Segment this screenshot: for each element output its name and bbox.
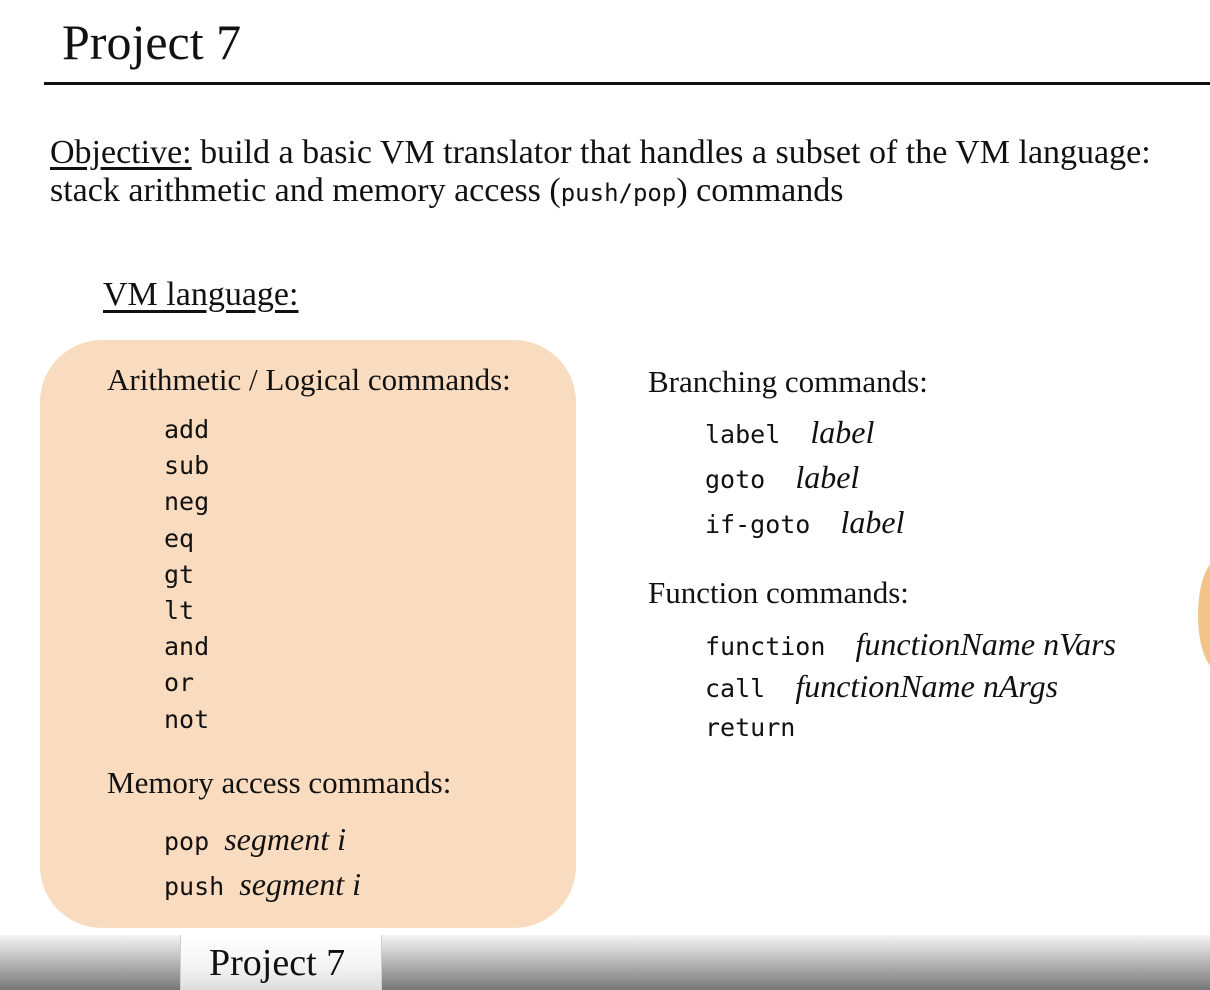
arithmetic-command: not (164, 704, 210, 734)
branching-command-code: if-goto (705, 510, 811, 539)
function-heading: Function commands: (648, 575, 909, 610)
memory-command-args: segment i (239, 866, 362, 902)
arithmetic-memory-box (40, 340, 576, 928)
arithmetic-command: add (164, 415, 210, 444)
arithmetic-command-list: add sub neg eq gt lt and or not (164, 412, 209, 738)
arithmetic-command: neg (164, 487, 210, 517)
arithmetic-command: and (164, 632, 210, 662)
function-command: call functionName nArgs (705, 665, 1116, 707)
memory-command-code: push (164, 872, 225, 901)
arithmetic-command: sub (164, 451, 210, 481)
branching-command-args: label (810, 414, 875, 450)
arithmetic-heading: Arithmetic / Logical commands: (107, 362, 511, 397)
branching-command-args: label (840, 504, 905, 540)
arithmetic-command: lt (164, 595, 195, 625)
branching-command: label label (705, 410, 904, 455)
memory-command: push segment i (164, 862, 361, 907)
function-command-args: functionName nArgs (795, 668, 1059, 704)
title-rule (44, 82, 1210, 85)
branching-heading: Branching commands: (648, 364, 928, 399)
objective-text-before: build a basic VM translator that handles… (50, 134, 1151, 209)
function-command-code: function (705, 632, 826, 661)
branching-command: if-goto label (705, 500, 904, 545)
memory-command-code: pop (164, 827, 210, 856)
memory-heading: Memory access commands: (107, 765, 452, 800)
function-command-code: return (705, 713, 796, 742)
function-command-list: function functionName nVars call functio… (705, 623, 1116, 749)
arithmetic-command: eq (164, 523, 195, 553)
objective-label: Objective: (50, 134, 192, 171)
memory-command-args: segment i (224, 821, 346, 857)
arithmetic-command: or (164, 668, 195, 698)
bottom-tab-project-7[interactable]: Project 7 (180, 935, 382, 990)
memory-command: pop segment i (164, 817, 361, 862)
branching-command-list: label label goto label if-goto label (705, 410, 904, 545)
function-command: return (705, 707, 1116, 749)
function-command-code: call (705, 674, 766, 703)
vm-language-heading: VM language: (103, 276, 299, 313)
arithmetic-command: gt (164, 559, 195, 589)
objective-text-after: ) commands (676, 172, 844, 209)
memory-command-list: pop segment i push segment i (164, 817, 361, 907)
branching-command-code: label (705, 420, 781, 449)
objective-paragraph: Objective: build a basic VM translator t… (50, 134, 1170, 212)
slide-title: Project 7 (62, 14, 242, 70)
function-command-args: functionName nVars (855, 626, 1116, 662)
presenter-edge (1198, 560, 1210, 670)
branching-command-code: goto (705, 465, 766, 494)
function-command: function functionName nVars (705, 623, 1116, 665)
branching-command: goto label (705, 455, 904, 500)
branching-command-args: label (795, 459, 860, 495)
objective-code: push/pop (560, 179, 677, 207)
bottom-tab-label: Project 7 (209, 942, 346, 984)
